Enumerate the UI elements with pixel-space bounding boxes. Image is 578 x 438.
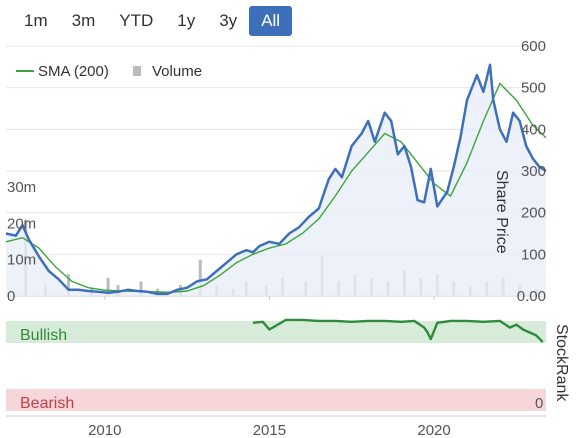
- price-tick-label: 500: [521, 80, 546, 97]
- volume-tick-label: 30m: [7, 179, 36, 196]
- price-area-layer: [6, 64, 546, 296]
- bearish-label: Bearish: [20, 395, 74, 412]
- chart-legend: SMA (200) Volume: [16, 63, 202, 80]
- x-tick-label: 2010: [88, 422, 121, 438]
- price-area: [6, 64, 546, 296]
- x-tick-label: 2020: [417, 422, 450, 438]
- range-all-button[interactable]: All: [249, 6, 293, 36]
- price-axis-title: Share Price: [493, 170, 510, 254]
- volume-tick-label: 10m: [7, 252, 36, 269]
- sma-legend-label: SMA (200): [38, 63, 109, 80]
- axis-labels: 0.00 100 200 300 400 500 600 0 10m 20m 30m 2010 2015…: [7, 38, 546, 438]
- price-line: [5, 63, 547, 296]
- range-selector: 1m 3m YTD 1y 3y All: [12, 6, 293, 36]
- price-tick-label: 600: [521, 38, 546, 55]
- volume-bar: [198, 259, 202, 296]
- stockrank-axis-title: StockRank: [553, 324, 570, 402]
- volume-legend-swatch: [133, 66, 141, 76]
- stockrank-zero-label: 0: [535, 395, 543, 412]
- stockrank-panel: Bullish Bearish 0 StockRank: [6, 318, 570, 412]
- bullish-band: [6, 321, 546, 343]
- stockrank-line-path: [252, 318, 544, 343]
- volume-bar: [139, 281, 143, 296]
- range-ytd-button[interactable]: YTD: [119, 11, 154, 30]
- volume-legend-label: Volume: [152, 63, 202, 80]
- range-3m-button[interactable]: 3m: [71, 11, 96, 30]
- bullish-label: Bullish: [20, 327, 67, 344]
- price-tick-label: 100: [521, 246, 546, 263]
- price-tick-label: 200: [521, 205, 546, 222]
- volume-bar: [67, 274, 71, 296]
- range-1y-button[interactable]: 1y: [177, 11, 196, 30]
- volume-tick-label: 20m: [7, 215, 36, 232]
- series-lines: [5, 63, 547, 296]
- volume-bar: [106, 277, 110, 296]
- sma-line: [5, 82, 547, 294]
- volume-tick-label: 0: [7, 288, 15, 305]
- range-3y-button[interactable]: 3y: [219, 11, 238, 30]
- price-tick-label: 300: [521, 163, 546, 180]
- range-1m-button[interactable]: 1m: [24, 11, 48, 30]
- price-tick-label: 400: [521, 121, 546, 138]
- price-tick-label: 0.00: [517, 288, 546, 305]
- bearish-band: [6, 389, 546, 411]
- x-tick-label: 2015: [253, 422, 286, 438]
- stockrank-line: [252, 318, 544, 343]
